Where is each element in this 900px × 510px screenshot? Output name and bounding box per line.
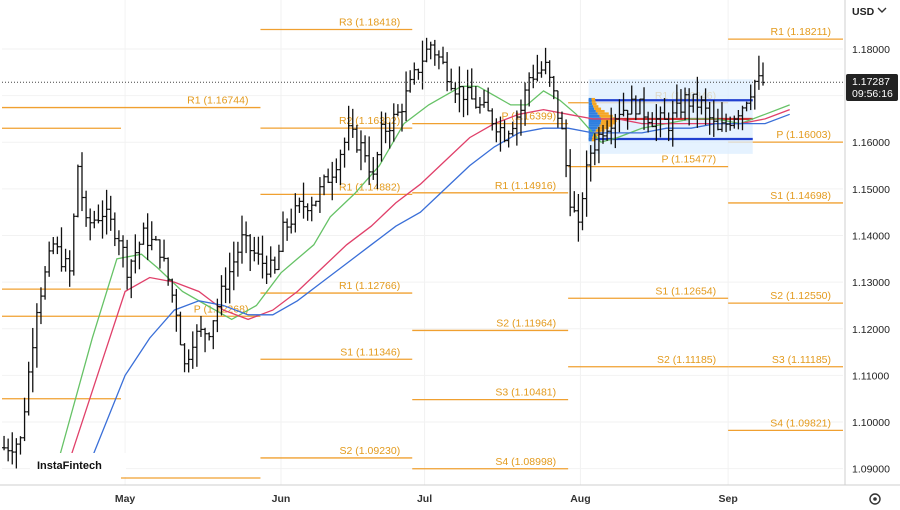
pivot-level-label: S1 (1.14698) bbox=[770, 190, 831, 202]
volume-profile-bar bbox=[588, 129, 596, 132]
x-tick-label: May bbox=[115, 493, 136, 505]
volume-profile-bar bbox=[591, 138, 596, 142]
y-tick-label: 1.15000 bbox=[852, 184, 890, 196]
moving-average-line bbox=[66, 108, 790, 467]
pivot-level-label: P (1.16003) bbox=[776, 129, 831, 141]
x-tick-label: Sep bbox=[718, 493, 737, 505]
price-tag-value: 1.17287 bbox=[852, 76, 890, 88]
volume-profile-bar bbox=[588, 97, 592, 101]
pivot-level-label: S1 (1.12654) bbox=[655, 285, 716, 297]
pivot-level-label: P (1.15477) bbox=[661, 154, 716, 166]
pivot-levels: R3 (1.18418)R1 (1.16744)R2 (1.16302)R1 (… bbox=[2, 16, 843, 479]
pivot-level-label: R1 (1.16744) bbox=[187, 95, 248, 107]
pivot-level-label: S3 (1.10481) bbox=[495, 387, 556, 399]
pivot-level-label: R1 (1.14916) bbox=[495, 180, 556, 192]
ohlc-bars bbox=[2, 37, 766, 469]
range-box bbox=[588, 79, 753, 154]
volume-profile-bar bbox=[588, 134, 594, 137]
pivot-level-label: S4 (1.08998) bbox=[495, 456, 556, 468]
pivot-level-label: S3 (1.11185) bbox=[772, 354, 831, 366]
price-tag: 1.17287 09:56:16 bbox=[846, 74, 898, 101]
volume-profile-bar bbox=[588, 136, 593, 139]
chevron-down-icon[interactable] bbox=[877, 7, 887, 13]
volume-profile-bar bbox=[588, 105, 594, 108]
y-axis-ticks: 1.180001.170001.160001.150001.140001.130… bbox=[852, 44, 890, 476]
y-tick-label: 1.10000 bbox=[852, 417, 890, 429]
volume-profile-bar bbox=[588, 112, 598, 115]
volume-profile-bar bbox=[600, 122, 616, 125]
pivot-level-label: S4 (1.09821) bbox=[770, 417, 831, 429]
pivot-level-label: P (1.16399) bbox=[501, 111, 556, 123]
volume-profile-bar bbox=[588, 114, 600, 118]
y-tick-label: 1.18000 bbox=[852, 44, 890, 56]
y-tick-label: 1.16000 bbox=[852, 137, 890, 149]
volume-profile-bar bbox=[588, 138, 592, 142]
volume-profile-bar bbox=[592, 102, 597, 106]
volume-profile-bar bbox=[588, 122, 601, 125]
pivot-level-label: S2 (1.12550) bbox=[770, 290, 831, 302]
y-tick-label: 1.14000 bbox=[852, 231, 890, 243]
volume-profile-bar bbox=[588, 102, 593, 106]
volume-profile-bar bbox=[588, 119, 602, 123]
pivot-level-label: R3 (1.18418) bbox=[339, 16, 400, 28]
volume-profile-bar bbox=[588, 109, 596, 113]
volume-profile-bar bbox=[591, 97, 596, 101]
volume-profile-bar bbox=[588, 124, 600, 127]
x-tick-label: Aug bbox=[570, 493, 590, 505]
volume-profile-bar bbox=[595, 129, 605, 132]
x-axis-ticks: May Jun Jul Aug Sep bbox=[115, 493, 738, 505]
pivot-level-label: S1 (1.11346) bbox=[340, 346, 400, 358]
settings-icon[interactable] bbox=[869, 493, 881, 505]
volume-profile-bar bbox=[595, 109, 605, 113]
volume-profile-bar bbox=[597, 112, 609, 115]
volume-profile-bar bbox=[594, 107, 602, 110]
pivot-level-label: S2 (1.09230) bbox=[340, 445, 401, 457]
volume-profile-bar bbox=[588, 107, 595, 110]
logo-text: InstaFintech bbox=[37, 460, 102, 472]
volume-profile-bar bbox=[593, 105, 599, 108]
volume-profile-bar bbox=[591, 100, 596, 103]
volume-profile-bar bbox=[588, 126, 598, 130]
volume-profile-bar bbox=[588, 100, 592, 103]
x-tick-label: Jun bbox=[272, 493, 291, 505]
volume-profile-bar bbox=[599, 124, 613, 127]
y-tick-label: 1.09000 bbox=[852, 464, 890, 476]
x-tick-label: Jul bbox=[417, 493, 432, 505]
pivot-level-label: S2 (1.11185) bbox=[657, 354, 716, 366]
y-tick-label: 1.12000 bbox=[852, 324, 890, 336]
volume-profile-bar bbox=[599, 114, 613, 118]
pivot-level-label: R1 (1.18211) bbox=[770, 26, 831, 38]
pivot-level-label: S2 (1.11964) bbox=[496, 317, 556, 329]
currency-label[interactable]: USD bbox=[852, 6, 875, 18]
range-box-fill bbox=[588, 79, 753, 154]
pivot-level-label: R1 (1.14882) bbox=[339, 181, 400, 193]
moving-averages bbox=[58, 85, 790, 467]
y-tick-label: 1.13000 bbox=[852, 277, 890, 289]
price-tag-countdown: 09:56:16 bbox=[852, 88, 893, 100]
pivot-level-label: R1 (1.12766) bbox=[339, 280, 400, 292]
volume-profile-bar bbox=[601, 119, 617, 123]
moving-average-line bbox=[91, 113, 790, 458]
logo: InstaFintech bbox=[30, 453, 126, 477]
y-tick-label: 1.11000 bbox=[852, 370, 889, 382]
